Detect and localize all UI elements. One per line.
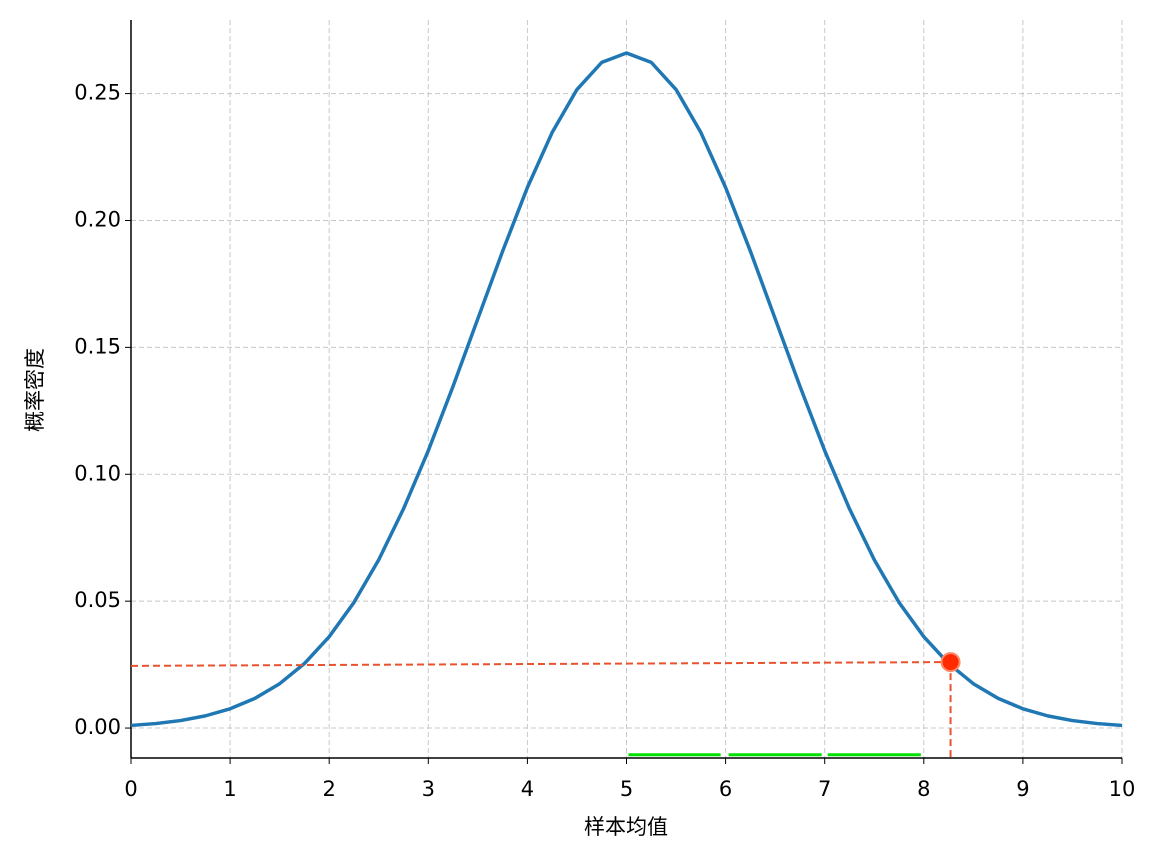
y-tick-label: 0.10 <box>74 461 121 485</box>
y-tick-label: 0.15 <box>74 334 121 358</box>
x-tick-label: 2 <box>323 777 336 801</box>
x-tick-label: 6 <box>719 777 732 801</box>
x-tick-label: 0 <box>124 777 137 801</box>
x-tick-label: 7 <box>818 777 831 801</box>
x-tick-label: 10 <box>1109 777 1136 801</box>
y-tick-label: 0.25 <box>74 81 121 105</box>
x-tick-label: 8 <box>917 777 930 801</box>
y-tick-label: 0.20 <box>74 207 121 231</box>
x-tick-label: 9 <box>1016 777 1029 801</box>
marker <box>940 652 961 673</box>
x-tick-label: 4 <box>521 777 534 801</box>
x-axis-label: 样本均值 <box>584 815 668 839</box>
guide-line <box>130 661 951 667</box>
y-tick-label: 0.00 <box>74 715 121 739</box>
x-tick-label: 3 <box>422 777 435 801</box>
y-tick-label: 0.05 <box>74 588 121 612</box>
x-tick-label: 1 <box>223 777 236 801</box>
curve <box>130 51 1123 728</box>
y-axis-label: 概率密度 <box>23 348 47 432</box>
x-tick-label: 5 <box>620 777 633 801</box>
